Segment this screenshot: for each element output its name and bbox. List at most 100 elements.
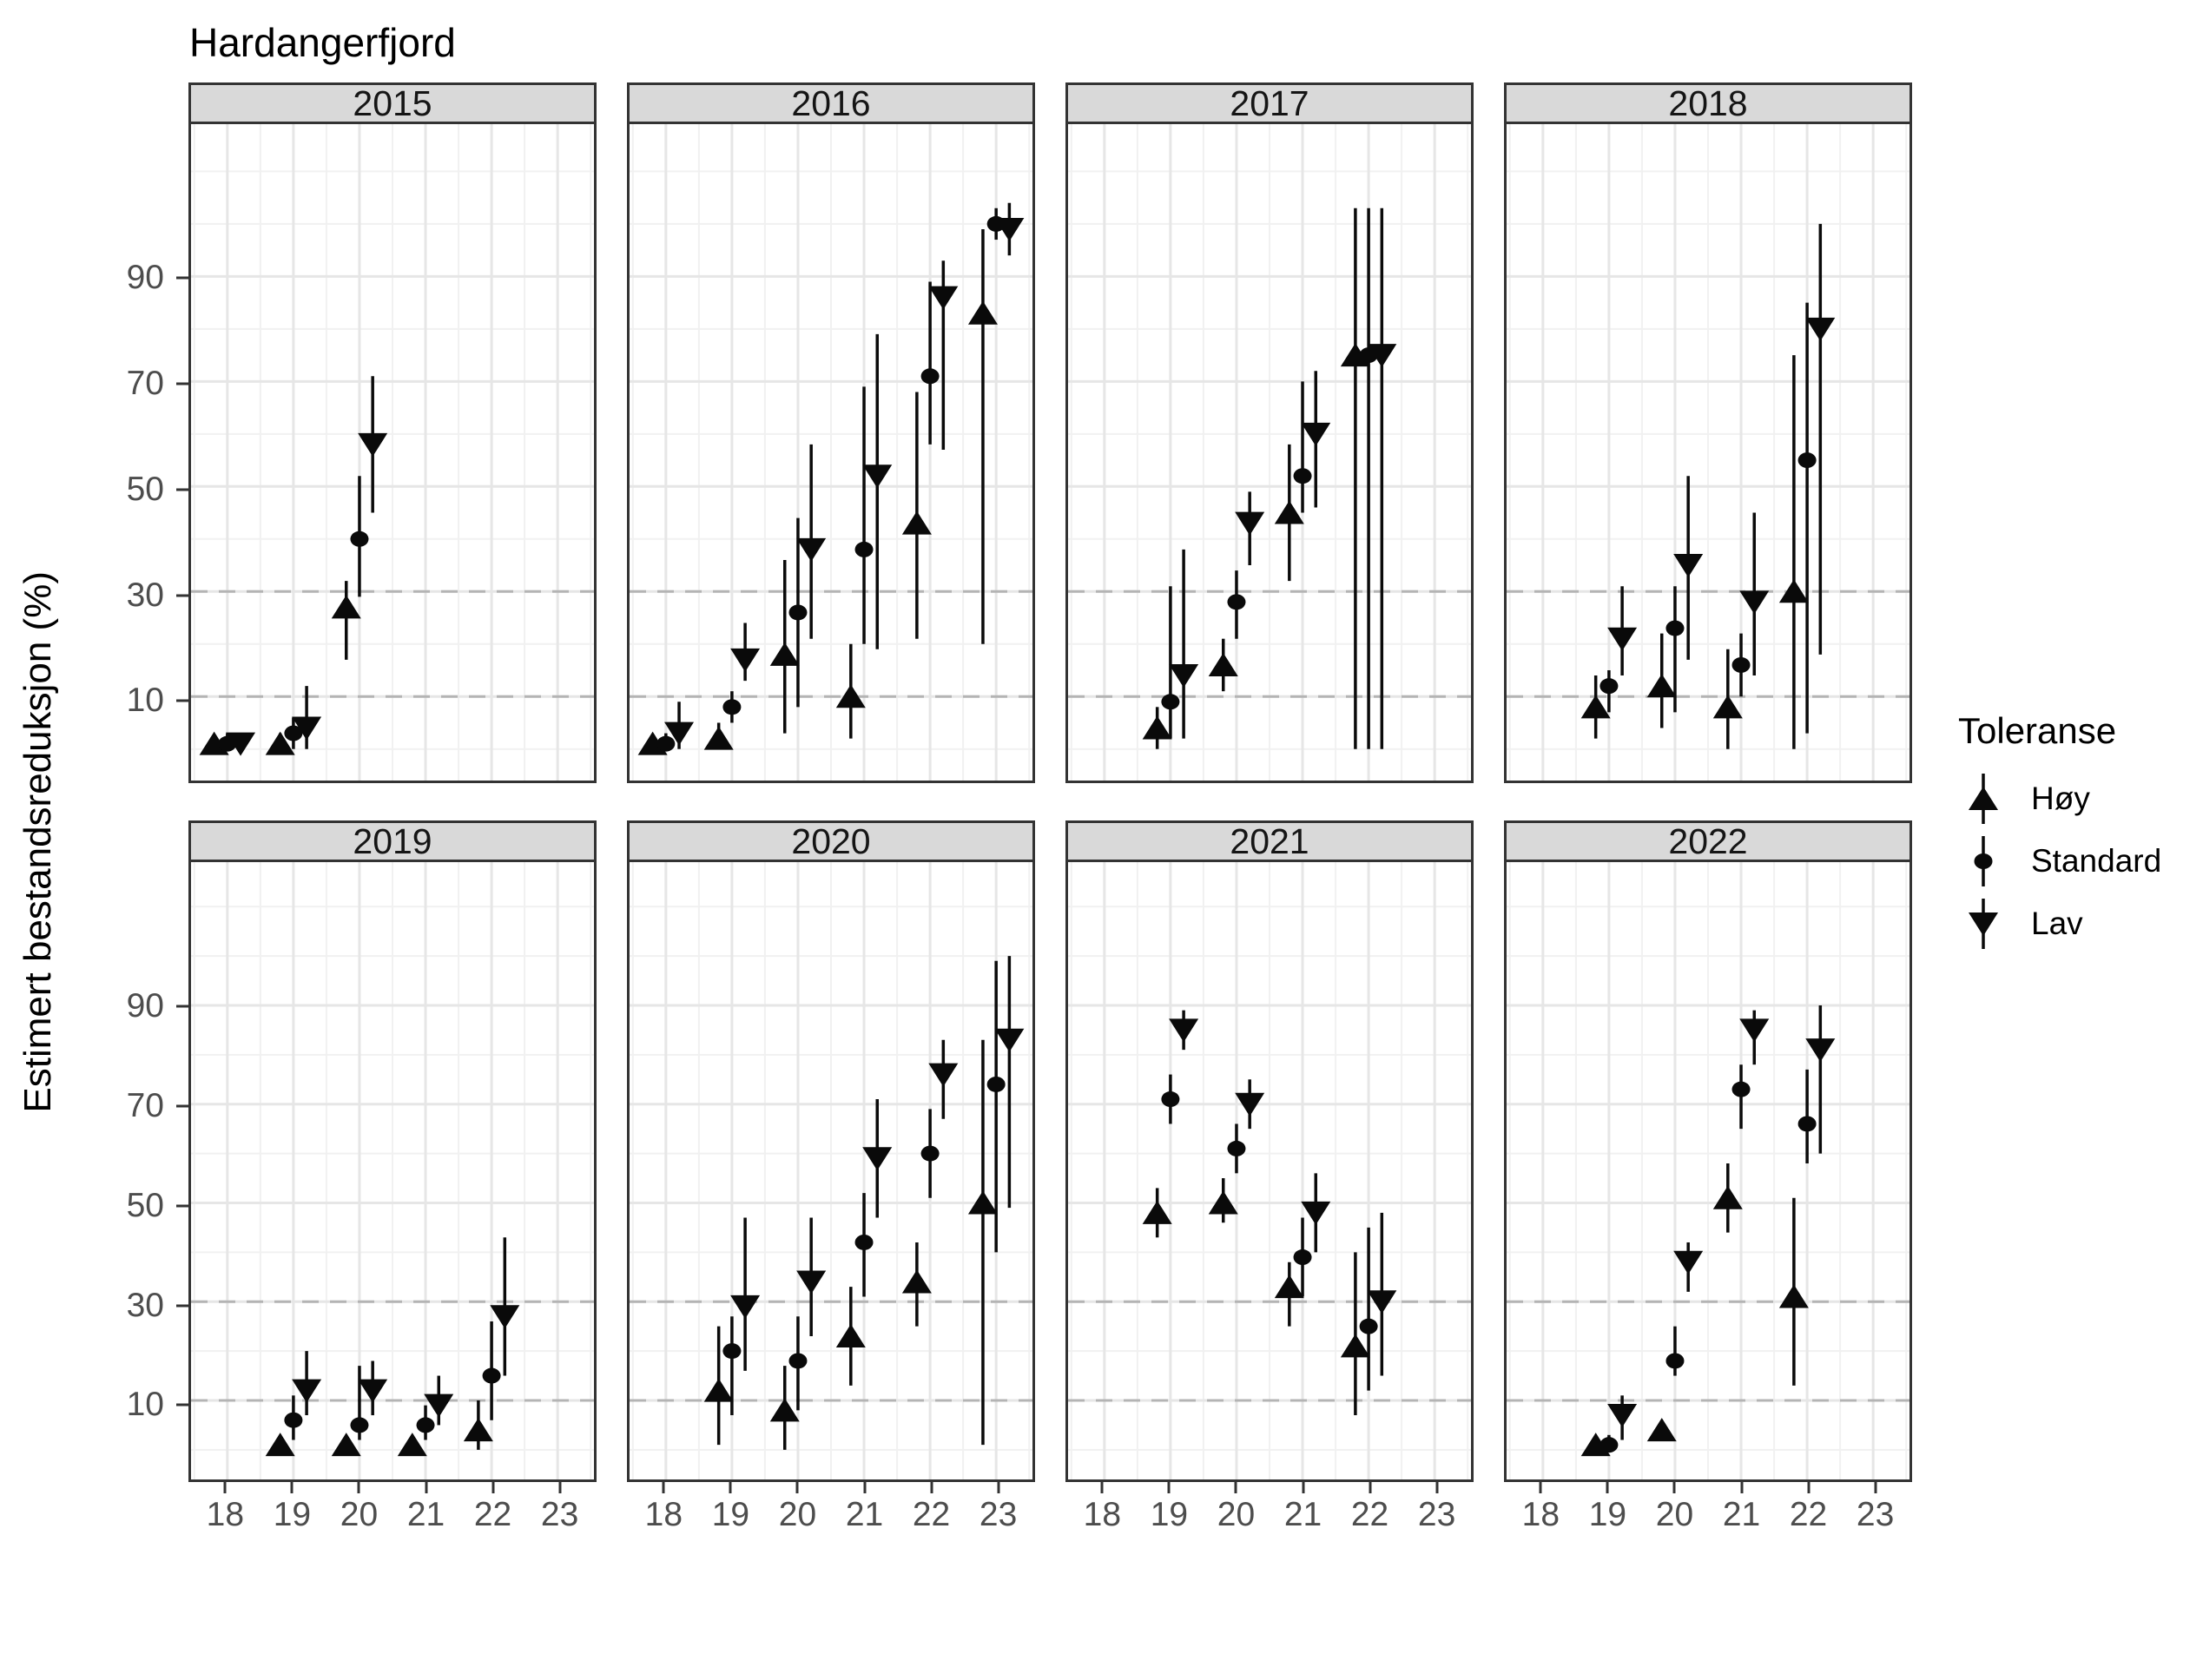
x-tick-mark [425, 1482, 428, 1493]
legend-entry-hoy: Høy [1958, 768, 2203, 830]
facet-strip: 2017 [1065, 82, 1474, 124]
data-point-marker [1673, 1250, 1704, 1275]
x-tick-mark [1874, 1482, 1877, 1493]
facet-strip: 2022 [1504, 820, 1912, 862]
data-point-marker [967, 300, 998, 325]
x-tick-mark [863, 1482, 867, 1493]
data-point-marker [1969, 787, 1998, 810]
y-tick-label: 70 [126, 1087, 164, 1125]
facet-canvas [1068, 862, 1471, 1479]
x-tick-mark [1672, 1482, 1676, 1493]
x-tick-mark [558, 1482, 562, 1493]
x-tick-mark [1807, 1482, 1811, 1493]
data-point-marker [1712, 1185, 1743, 1209]
x-tick-label: 20 [340, 1496, 379, 1533]
x-tick-mark [1606, 1482, 1609, 1493]
x-axis: 18 19 20 21 22 23 [627, 1482, 1035, 1543]
triangle-up-glyph [1969, 774, 1998, 824]
facet-panel [188, 860, 597, 1482]
data-point-marker [986, 1076, 1006, 1092]
data-point-marker [490, 1305, 520, 1329]
data-point-marker [901, 511, 932, 535]
facet-strip: 2015 [188, 82, 597, 124]
data-point-marker [796, 1270, 827, 1295]
data-point-marker [482, 1367, 501, 1384]
data-point-marker [1301, 1201, 1331, 1225]
data-point-marker [788, 1353, 808, 1369]
x-tick-label: 18 [1521, 1496, 1560, 1533]
data-point-marker [350, 530, 369, 547]
x-tick-label: 23 [1417, 1496, 1456, 1533]
data-point-marker [1646, 1418, 1677, 1442]
x-tick-label: 19 [1150, 1496, 1189, 1533]
data-point-marker [1208, 652, 1238, 676]
data-point-marker [862, 464, 893, 489]
facet-2021: 2021 18 19 20 21 22 23 [1065, 820, 1474, 1543]
y-tick-label: 30 [126, 1286, 164, 1324]
data-point-marker [397, 1433, 427, 1457]
facet-2022: 2022 18 19 20 21 22 23 [1504, 820, 1912, 1543]
data-point-marker [1599, 1437, 1619, 1453]
x-tick-label: 21 [1283, 1496, 1322, 1533]
y-tick-label: 90 [126, 258, 164, 296]
data-point-marker [1805, 317, 1836, 341]
data-point-marker [1797, 1116, 1817, 1132]
plot-title: Hardangerfjord [189, 20, 456, 65]
data-point-marker [1367, 344, 1397, 368]
data-point-marker [835, 684, 866, 708]
y-axis-row1: 90 70 50 30 10 [78, 124, 188, 786]
facet-canvas [191, 124, 594, 781]
data-point-marker [1969, 912, 1998, 936]
data-point-marker [1778, 579, 1809, 603]
x-axis: 18 19 20 21 22 23 [1504, 1482, 1912, 1543]
x-tick-label: 21 [845, 1496, 884, 1533]
data-point-marker [835, 1324, 866, 1348]
data-point-marker [1161, 1091, 1180, 1108]
facet-canvas [630, 862, 1032, 1479]
x-tick-mark [1302, 1482, 1305, 1493]
facet-2019: 2019 18 19 20 21 22 23 [188, 820, 597, 1543]
data-point-marker [1274, 500, 1304, 524]
legend-label: Høy [2031, 781, 2090, 816]
y-axis-title-text: Estimert bestandsreduksjon (%) [16, 571, 59, 1113]
x-axis: 18 19 20 21 22 23 [1065, 1482, 1474, 1543]
triangle-down-icon [1958, 894, 2008, 953]
facet-2020: 2020 18 19 20 21 22 23 [627, 820, 1035, 1543]
y-tick-mark [176, 1403, 188, 1407]
facet-2015: 2015 [188, 82, 597, 783]
data-point-marker [1359, 1318, 1378, 1334]
x-tick-mark [997, 1482, 1000, 1493]
data-point-marker [769, 642, 800, 666]
x-tick-label: 20 [1217, 1496, 1256, 1533]
data-point-marker [967, 1190, 998, 1215]
y-tick-mark [176, 382, 188, 385]
data-point-marker [1340, 1334, 1370, 1358]
legend-title: Toleranse [1958, 710, 2117, 751]
x-tick-label: 18 [206, 1496, 245, 1533]
x-tick-mark [357, 1482, 360, 1493]
x-tick-label: 23 [979, 1496, 1018, 1533]
x-tick-label: 18 [1083, 1496, 1122, 1533]
x-tick-mark [1435, 1482, 1439, 1493]
y-tick-mark [176, 699, 188, 702]
facet-strip: 2018 [1504, 82, 1912, 124]
facet-panel [627, 860, 1035, 1482]
facet-panel [1065, 860, 1474, 1482]
legend-label: Standard [2031, 843, 2162, 879]
x-tick-label: 22 [473, 1496, 512, 1533]
data-point-marker [331, 1433, 361, 1457]
data-point-marker [994, 217, 1025, 241]
data-point-marker [1607, 1404, 1638, 1428]
data-point-marker [928, 286, 959, 310]
x-tick-label: 20 [1655, 1496, 1694, 1533]
facet-strip-label: 2019 [353, 820, 432, 861]
x-tick-mark [1369, 1482, 1372, 1493]
data-point-marker [703, 726, 734, 750]
facet-strip: 2019 [188, 820, 597, 862]
x-tick-label: 18 [644, 1496, 683, 1533]
data-point-marker [1739, 590, 1770, 615]
data-point-marker [265, 731, 295, 755]
data-point-marker [722, 699, 742, 715]
data-point-marker [901, 1269, 932, 1294]
data-point-marker [769, 1398, 800, 1422]
